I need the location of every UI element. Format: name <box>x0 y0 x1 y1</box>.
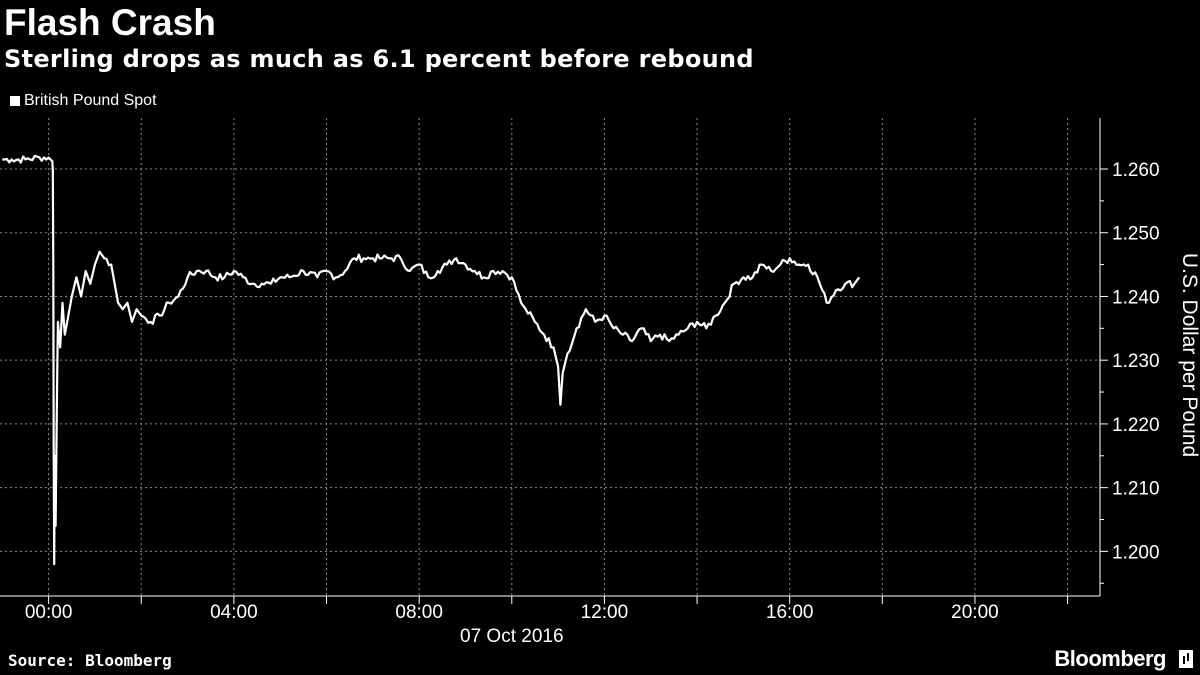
chart-title: Flash Crash <box>4 2 216 43</box>
y-tick-label: 1.200 <box>1112 542 1160 563</box>
x-axis-date-label: 07 Oct 2016 <box>460 626 564 647</box>
chart-subtitle: Sterling drops as much as 6.1 percent be… <box>4 45 754 73</box>
x-tick-label: 12:00 <box>581 602 629 623</box>
legend: British Pound Spot <box>10 92 157 110</box>
grid-lines <box>0 118 1100 596</box>
x-tick-label: 00:00 <box>25 602 73 623</box>
x-tick-label: 16:00 <box>766 602 814 623</box>
x-tick-label: 08:00 <box>395 602 443 623</box>
y-axis-title: U.S. Dollar per Pound <box>1178 253 1200 457</box>
x-axis-ticks: 00:00 04:00 08:00 12:00 16:00 20:00 <box>25 596 1069 623</box>
bloomberg-logo-text: Bloomberg <box>1054 646 1166 671</box>
y-tick-label: 1.250 <box>1112 224 1160 245</box>
y-tick-label: 1.220 <box>1112 415 1160 436</box>
legend-label: British Pound Spot <box>24 92 157 109</box>
y-tick-label: 1.240 <box>1112 287 1160 308</box>
legend-swatch <box>10 96 20 106</box>
bloomberg-logo-icon <box>1179 650 1193 668</box>
y-tick-label: 1.260 <box>1112 160 1160 181</box>
x-tick-label: 04:00 <box>210 602 258 623</box>
y-axis-ticks: 1.260 1.250 1.240 1.230 1.220 1.210 1.200 <box>1100 160 1160 584</box>
source-note: Source: Bloomberg <box>8 651 172 670</box>
series-line-british-pound-spot <box>2 154 861 566</box>
y-tick-label: 1.230 <box>1112 351 1160 372</box>
x-tick-label: 20:00 <box>951 602 999 623</box>
y-tick-label: 1.210 <box>1112 479 1160 500</box>
